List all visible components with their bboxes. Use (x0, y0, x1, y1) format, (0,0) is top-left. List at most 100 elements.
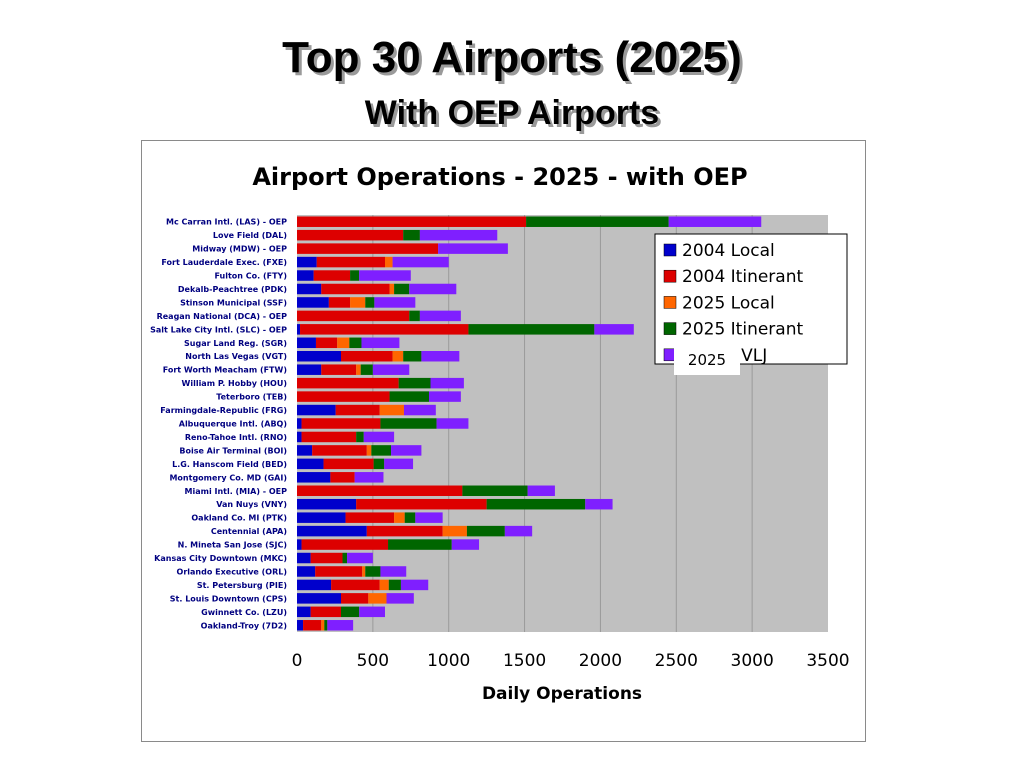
bars-layer (297, 216, 762, 631)
bar-segment (337, 337, 350, 349)
bar-segment (361, 337, 400, 349)
bar-segment (297, 391, 390, 402)
bar-segment (340, 593, 369, 604)
category-label: Miami Intl. (MIA) - OEP (185, 487, 288, 496)
x-axis-label: Daily Operations (482, 684, 642, 704)
bar-segment (315, 566, 363, 577)
bar-segment (380, 418, 437, 429)
category-label: Midway (MDW) - OEP (192, 245, 287, 254)
category-label: Salt Lake City Intl. (SLC) - OEP (150, 325, 287, 334)
bar-segment (297, 270, 314, 281)
bar-segment (303, 620, 322, 631)
slide-title: Top 30 Airports (2025) (282, 33, 742, 82)
bar-segment (297, 229, 404, 241)
bar-segment (297, 337, 316, 349)
bar-segment (430, 377, 464, 389)
category-label: St. Louis Downtown (CPS) (170, 594, 287, 603)
bar-segment (373, 458, 385, 470)
category-label: Montgomery Co. MD (GAI) (169, 473, 287, 482)
category-label: Mc Carran Intl. (LAS) - OEP (166, 218, 287, 227)
bar-segment (315, 337, 338, 349)
bar-segment (297, 404, 336, 416)
category-label: Fort Worth Meacham (FTW) (163, 366, 287, 375)
bar-segment (391, 445, 422, 456)
category-label: Kansas City Downtown (MKC) (154, 554, 287, 563)
bar-segment (428, 391, 461, 402)
bar-segment (384, 256, 393, 268)
bar-segment (330, 472, 355, 483)
category-label: Oakland-Troy (7D2) (201, 621, 287, 630)
bar-segment (297, 593, 341, 604)
bar-segment (468, 324, 595, 335)
bar-segment (363, 431, 395, 443)
x-tick-label: 3000 (731, 651, 774, 671)
bar-segment (394, 512, 405, 523)
bar-segment (360, 364, 373, 375)
category-label: Dekalb-Peachtree (PDK) (178, 285, 287, 294)
bar-segment (442, 525, 467, 537)
bar-segment (366, 445, 372, 456)
bar-segment (297, 485, 463, 497)
bar-segment (409, 310, 420, 322)
bar-segment (362, 566, 366, 577)
bar-segment (388, 579, 401, 591)
bar-segment (312, 445, 367, 456)
legend-swatch (663, 269, 677, 283)
bar-segment (392, 256, 449, 268)
bar-segment (388, 539, 452, 550)
legend-label: 2025 Itinerant (682, 320, 803, 340)
bar-segment (389, 391, 429, 402)
bar-segment (356, 498, 487, 510)
category-label: N. Mineta San Jose (SJC) (178, 541, 287, 550)
x-tick-label: 1000 (427, 651, 470, 671)
bar-segment (419, 229, 498, 241)
bar-segment (301, 418, 381, 429)
x-tick-label: 500 (357, 651, 389, 671)
bar-segment (403, 350, 422, 362)
bar-segment (297, 364, 322, 375)
bar-segment (321, 620, 325, 631)
bar-segment (403, 229, 420, 241)
bar-segment (368, 593, 387, 604)
bar-segment (297, 566, 316, 577)
bar-segment (324, 620, 328, 631)
category-label: Centennial (APA) (211, 527, 287, 536)
category-label: North Las Vegas (VGT) (185, 352, 287, 361)
category-label: Fulton Co. (FTY) (214, 272, 287, 281)
bar-segment (394, 283, 410, 295)
bar-segment (415, 512, 443, 523)
bar-segment (668, 216, 762, 227)
bar-segment (365, 566, 381, 577)
bar-segment (403, 404, 436, 416)
bar-segment (321, 283, 390, 295)
legend-label: 2025 Local (682, 293, 775, 313)
bar-segment (486, 498, 586, 510)
category-label: St. Petersburg (PIE) (197, 581, 287, 590)
legend-swatch (663, 296, 677, 309)
bar-segment (365, 297, 375, 308)
category-label: Orlando Executive (ORL) (177, 567, 287, 576)
bar-segment (313, 270, 351, 281)
bar-segment (331, 579, 380, 591)
legend-swatch (663, 322, 677, 335)
bar-segment (297, 525, 367, 537)
bar-segment (300, 324, 469, 335)
bar-segment (379, 404, 404, 416)
bar-segment (359, 606, 385, 618)
bar-segment (438, 243, 508, 254)
category-label: Gwinnett Co. (LZU) (201, 608, 287, 617)
bar-segment (400, 579, 429, 591)
bar-segment (323, 458, 374, 470)
bar-segment (585, 498, 613, 510)
bar-segment (335, 404, 380, 416)
bar-segment (297, 579, 332, 591)
x-tick-label: 3500 (806, 651, 849, 671)
x-tick-label: 2000 (579, 651, 622, 671)
bar-segment (504, 525, 533, 537)
bar-segment (297, 552, 311, 564)
bar-segment (354, 472, 384, 483)
legend-box (654, 233, 848, 365)
bar-segment (297, 418, 302, 429)
slide-subtitle: With OEP Airports (364, 94, 660, 132)
bar-segment (297, 324, 301, 335)
